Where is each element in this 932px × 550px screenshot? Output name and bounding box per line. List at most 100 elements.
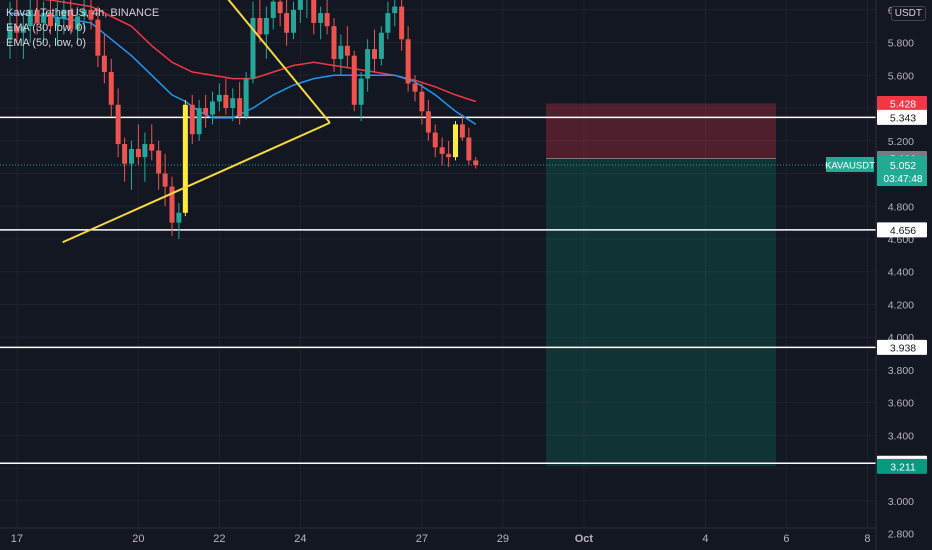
ema30-line[interactable] bbox=[9, 12, 477, 126]
candle-body[interactable] bbox=[358, 78, 364, 105]
candle-body[interactable] bbox=[41, 13, 47, 23]
x-tick-label: 6 bbox=[783, 533, 789, 545]
candle-body[interactable] bbox=[27, 9, 33, 27]
candle-body[interactable] bbox=[399, 6, 405, 40]
time-axis[interactable] bbox=[0, 528, 876, 550]
candle-body[interactable] bbox=[81, 9, 87, 17]
ema30-legend[interactable]: EMA (30, low, 0) bbox=[6, 22, 87, 34]
target-price-label: 3.211 bbox=[890, 461, 916, 473]
symbol-tag[interactable]: KAVAUSDT bbox=[825, 161, 875, 172]
candle-body[interactable] bbox=[365, 49, 371, 79]
y-tick-label: 3.800 bbox=[888, 365, 914, 377]
candle-body[interactable] bbox=[425, 111, 431, 133]
countdown-label: 03:47:48 bbox=[884, 174, 923, 185]
candle-body[interactable] bbox=[243, 78, 249, 117]
last-price-label: 5.052 bbox=[890, 160, 916, 172]
take-profit-zone[interactable] bbox=[546, 158, 776, 467]
candle-body[interactable] bbox=[237, 98, 243, 117]
symbol-title[interactable]: Kava / TetherUS, 4h, BINANCE bbox=[6, 7, 160, 19]
candle-body[interactable] bbox=[277, 1, 283, 14]
candle-body[interactable] bbox=[392, 6, 398, 14]
candle-body[interactable] bbox=[257, 18, 263, 35]
candle-body[interactable] bbox=[446, 153, 452, 158]
candle-body[interactable] bbox=[270, 1, 276, 19]
y-tick-label: 4.800 bbox=[888, 201, 914, 213]
triangle-lower-line[interactable] bbox=[62, 121, 331, 244]
level-price-label: 3.938 bbox=[890, 342, 916, 354]
candle-body[interactable] bbox=[54, 18, 60, 27]
candle-body[interactable] bbox=[95, 19, 101, 56]
candle-body[interactable] bbox=[210, 101, 215, 115]
candle-body[interactable] bbox=[129, 148, 134, 164]
x-tick-label: 17 bbox=[11, 533, 23, 545]
level-price-label-bg bbox=[877, 109, 927, 125]
candle-body[interactable] bbox=[263, 18, 269, 35]
candle-body[interactable] bbox=[432, 132, 438, 148]
candle-body[interactable] bbox=[318, 13, 324, 23]
candle-body[interactable] bbox=[203, 108, 209, 115]
candle-body[interactable] bbox=[466, 137, 472, 161]
candle-body[interactable] bbox=[162, 173, 168, 187]
candle-body[interactable] bbox=[439, 147, 445, 154]
candle-body[interactable] bbox=[169, 186, 175, 223]
candle-body[interactable] bbox=[14, 26, 20, 33]
candle-body[interactable] bbox=[101, 55, 107, 73]
candle-body[interactable] bbox=[372, 49, 377, 59]
candle-body[interactable] bbox=[405, 39, 411, 84]
candle-body[interactable] bbox=[250, 18, 256, 79]
candle-body[interactable] bbox=[176, 212, 182, 223]
candle-body[interactable] bbox=[473, 160, 479, 165]
candle-body[interactable] bbox=[419, 91, 425, 112]
candle-body[interactable] bbox=[88, 9, 94, 20]
candle-body[interactable] bbox=[115, 104, 121, 145]
candle-body[interactable] bbox=[68, 9, 74, 30]
ema50-line[interactable] bbox=[10, 0, 477, 103]
level-price-label-bg bbox=[877, 339, 927, 355]
candle-body[interactable] bbox=[149, 144, 155, 151]
x-tick-label: Oct bbox=[575, 533, 594, 545]
candle-body[interactable] bbox=[122, 144, 128, 164]
candle-body[interactable] bbox=[61, 9, 67, 19]
candle-body[interactable] bbox=[34, 9, 40, 23]
x-tick-label: 22 bbox=[213, 533, 225, 545]
candle-body[interactable] bbox=[385, 13, 391, 33]
triangle-upper-line[interactable] bbox=[213, 0, 331, 124]
candle-body[interactable] bbox=[75, 16, 81, 30]
candle-body[interactable] bbox=[338, 45, 344, 59]
candle-body[interactable] bbox=[459, 124, 465, 138]
y-tick-label: 3.400 bbox=[888, 430, 914, 442]
candle-body[interactable] bbox=[324, 13, 330, 27]
candle-body[interactable] bbox=[20, 26, 26, 33]
candle-body[interactable] bbox=[453, 124, 458, 158]
candle-body[interactable] bbox=[331, 26, 337, 59]
candle-body[interactable] bbox=[284, 13, 290, 33]
candle-body[interactable] bbox=[156, 150, 162, 174]
currency-badge[interactable]: USDT bbox=[890, 6, 926, 21]
candle-body[interactable] bbox=[311, 0, 317, 23]
candle-body[interactable] bbox=[135, 148, 141, 158]
candle-body[interactable] bbox=[216, 94, 222, 102]
candle-body[interactable] bbox=[7, 26, 13, 40]
candle-body[interactable] bbox=[351, 55, 357, 105]
candle-body[interactable] bbox=[230, 98, 236, 109]
candle-body[interactable] bbox=[291, 9, 296, 33]
candle-body[interactable] bbox=[48, 13, 53, 27]
candle-body[interactable] bbox=[412, 83, 418, 92]
candle-body[interactable] bbox=[142, 144, 148, 158]
candle-body[interactable] bbox=[378, 32, 384, 59]
y-tick-label: 2.800 bbox=[888, 529, 914, 541]
candle-body[interactable] bbox=[196, 108, 202, 135]
candle-body[interactable] bbox=[189, 104, 195, 135]
ema50-legend[interactable]: EMA (50, low, 0) bbox=[6, 37, 87, 49]
x-tick-label: 24 bbox=[294, 533, 306, 545]
candle-body[interactable] bbox=[344, 45, 350, 56]
candle-body[interactable] bbox=[223, 94, 229, 109]
stop-loss-zone[interactable] bbox=[546, 103, 776, 159]
candle-body[interactable] bbox=[108, 72, 114, 105]
candle-body[interactable] bbox=[182, 104, 188, 213]
x-tick-label: 20 bbox=[132, 533, 144, 545]
candle-body[interactable] bbox=[297, 0, 303, 10]
